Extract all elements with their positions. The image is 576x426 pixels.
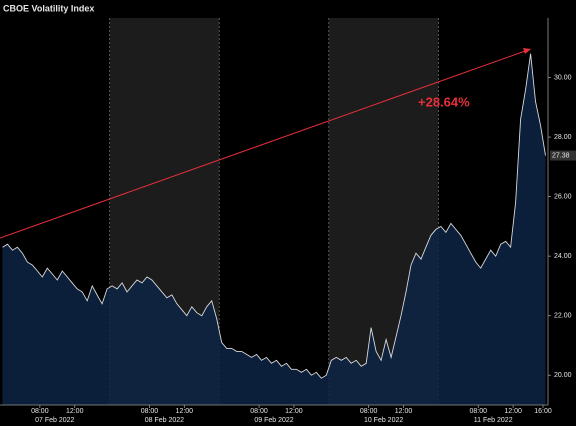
y-tick-label: 20.00: [554, 372, 572, 379]
x-tick-label: 12:00: [176, 408, 194, 415]
day-label: 10 Feb 2022: [364, 417, 403, 424]
y-tick-label: 28.00: [554, 134, 572, 141]
day-label: 07 Feb 2022: [35, 417, 74, 424]
x-tick-label: 12:00: [66, 408, 84, 415]
last-value-box: [550, 150, 576, 161]
day-label: 08 Feb 2022: [145, 417, 184, 424]
y-tick-label: 22.00: [554, 313, 572, 320]
x-tick-label: 12:00: [395, 408, 413, 415]
y-tick-label: 30.00: [554, 74, 572, 81]
line: [2, 53, 546, 379]
x-tick-label: 08:00: [469, 408, 487, 415]
y-tick-label: 26.00: [554, 193, 572, 200]
day-label: 09 Feb 2022: [254, 417, 293, 424]
x-tick-label: 12:00: [504, 408, 522, 415]
trend-arrow: [0, 49, 529, 239]
annotation: +28.64%: [418, 94, 470, 109]
x-tick-label: 16:00: [534, 408, 552, 415]
x-tick-label: 08:00: [141, 408, 159, 415]
last-value-label: 27.38: [552, 152, 570, 159]
day-band: [219, 18, 329, 405]
y-tick-label: 24.00: [554, 253, 572, 260]
chart-title: CBOE Volatility Index: [3, 3, 94, 13]
day-label: 11 Feb 2022: [474, 417, 513, 424]
x-tick-label: 12:00: [285, 408, 303, 415]
x-tick-label: 08:00: [250, 408, 268, 415]
x-tick-label: 08:00: [360, 408, 378, 415]
x-tick-label: 08:00: [31, 408, 49, 415]
arrow-head: [523, 48, 531, 54]
area: [2, 53, 546, 405]
